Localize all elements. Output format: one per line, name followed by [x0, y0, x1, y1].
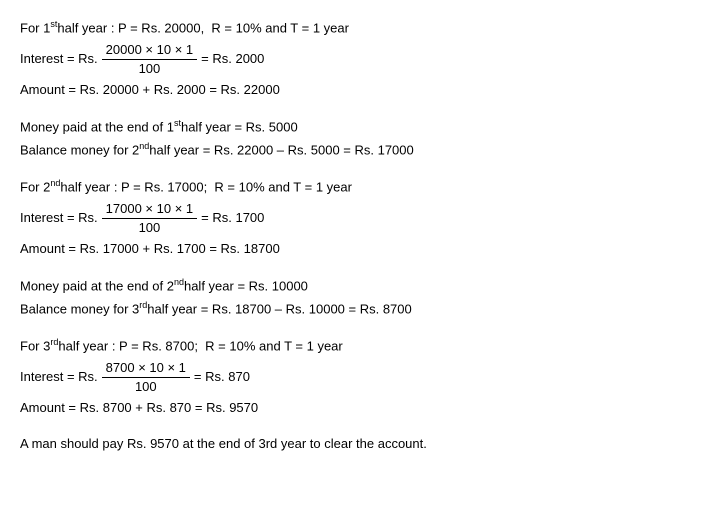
fraction: 8700 × 10 × 1 100 — [102, 359, 190, 396]
year3-interest: Interest = Rs. 8700 × 10 × 1 100 = Rs. 8… — [20, 359, 705, 396]
year2-interest: Interest = Rs. 17000 × 10 × 1 100 = Rs. … — [20, 200, 705, 237]
year3-heading: For 3rdhalf year : P = Rs. 8700; R = 10%… — [20, 336, 705, 356]
year2-amount: Amount = Rs. 17000 + Rs. 1700 = Rs. 1870… — [20, 240, 705, 258]
year3-block: For 3rdhalf year : P = Rs. 8700; R = 10%… — [20, 336, 705, 417]
interest-result: = Rs. 870 — [194, 368, 250, 386]
numerator: 17000 × 10 × 1 — [102, 200, 197, 219]
numerator: 20000 × 10 × 1 — [102, 41, 197, 60]
conclusion: A man should pay Rs. 9570 at the end of … — [20, 435, 705, 453]
year1-amount: Amount = Rs. 20000 + Rs. 2000 = Rs. 2200… — [20, 81, 705, 99]
year1-interest: Interest = Rs. 20000 × 10 × 1 100 = Rs. … — [20, 41, 705, 78]
year1-balance-block: Money paid at the end of 1sthalf year = … — [20, 117, 705, 159]
fraction: 20000 × 10 × 1 100 — [102, 41, 197, 78]
denominator: 100 — [102, 60, 197, 78]
year3-amount: Amount = Rs. 8700 + Rs. 870 = Rs. 9570 — [20, 399, 705, 417]
numerator: 8700 × 10 × 1 — [102, 359, 190, 378]
year1-heading: For 1sthalf year : P = Rs. 20000, R = 10… — [20, 18, 705, 38]
interest-label: Interest = Rs. — [20, 209, 98, 227]
interest-label: Interest = Rs. — [20, 50, 98, 68]
interest-label: Interest = Rs. — [20, 368, 98, 386]
year2-balance-block: Money paid at the end of 2ndhalf year = … — [20, 276, 705, 318]
year2-paid: Money paid at the end of 2ndhalf year = … — [20, 276, 705, 296]
year2-block: For 2ndhalf year : P = Rs. 17000; R = 10… — [20, 177, 705, 258]
year2-heading: For 2ndhalf year : P = Rs. 17000; R = 10… — [20, 177, 705, 197]
denominator: 100 — [102, 378, 190, 396]
year1-balance: Balance money for 2ndhalf year = Rs. 220… — [20, 140, 705, 160]
year2-balance: Balance money for 3rdhalf year = Rs. 187… — [20, 299, 705, 319]
year1-block: For 1sthalf year : P = Rs. 20000, R = 10… — [20, 18, 705, 99]
year1-paid: Money paid at the end of 1sthalf year = … — [20, 117, 705, 137]
interest-result: = Rs. 1700 — [201, 209, 264, 227]
interest-result: = Rs. 2000 — [201, 50, 264, 68]
denominator: 100 — [102, 219, 197, 237]
fraction: 17000 × 10 × 1 100 — [102, 200, 197, 237]
